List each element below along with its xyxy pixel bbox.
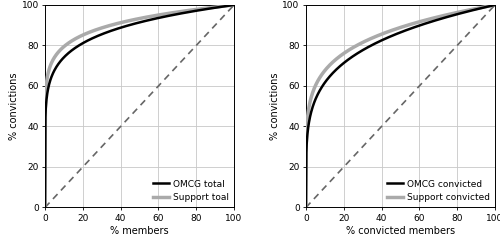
Line: Support toal: Support toal [45, 5, 234, 207]
OMCG total [144, 19, 150, 22]
Support toal [144, 16, 150, 19]
Support toal [132, 18, 138, 21]
Support convicted [458, 10, 464, 13]
Support toal [197, 7, 203, 10]
Support toal [154, 14, 160, 17]
X-axis label: % convicted members: % convicted members [346, 226, 455, 235]
OMCG total [42, 206, 48, 209]
Y-axis label: % convictions: % convictions [8, 72, 18, 140]
Support convicted [488, 4, 494, 7]
Support convicted [303, 206, 309, 209]
OMCG convicted [394, 32, 400, 35]
OMCG total [133, 22, 139, 25]
OMCG total [132, 22, 138, 25]
Line: OMCG total: OMCG total [45, 5, 234, 207]
OMCG convicted [405, 28, 411, 31]
Support convicted [394, 27, 400, 30]
OMCG convicted [488, 4, 494, 7]
Support toal [231, 3, 237, 6]
Support toal [42, 206, 48, 209]
Line: OMCG convicted: OMCG convicted [306, 5, 495, 207]
Support toal [133, 18, 139, 21]
Line: Support convicted: Support convicted [306, 5, 495, 207]
Y-axis label: % convictions: % convictions [270, 72, 280, 140]
OMCG total [197, 9, 203, 12]
X-axis label: % members: % members [110, 226, 169, 235]
OMCG total [154, 17, 160, 20]
Support toal [226, 4, 232, 7]
OMCG convicted [303, 206, 309, 209]
Support convicted [405, 23, 411, 26]
OMCG convicted [458, 12, 464, 15]
OMCG convicted [492, 3, 498, 6]
Support convicted [392, 27, 398, 30]
Legend: OMCG convicted, Support convicted: OMCG convicted, Support convicted [383, 176, 493, 206]
Legend: OMCG total, Support toal: OMCG total, Support toal [149, 176, 232, 206]
Support convicted [416, 21, 422, 23]
OMCG convicted [392, 33, 398, 36]
OMCG total [231, 3, 237, 6]
OMCG convicted [416, 24, 422, 27]
OMCG total [226, 4, 232, 7]
Support convicted [492, 3, 498, 6]
